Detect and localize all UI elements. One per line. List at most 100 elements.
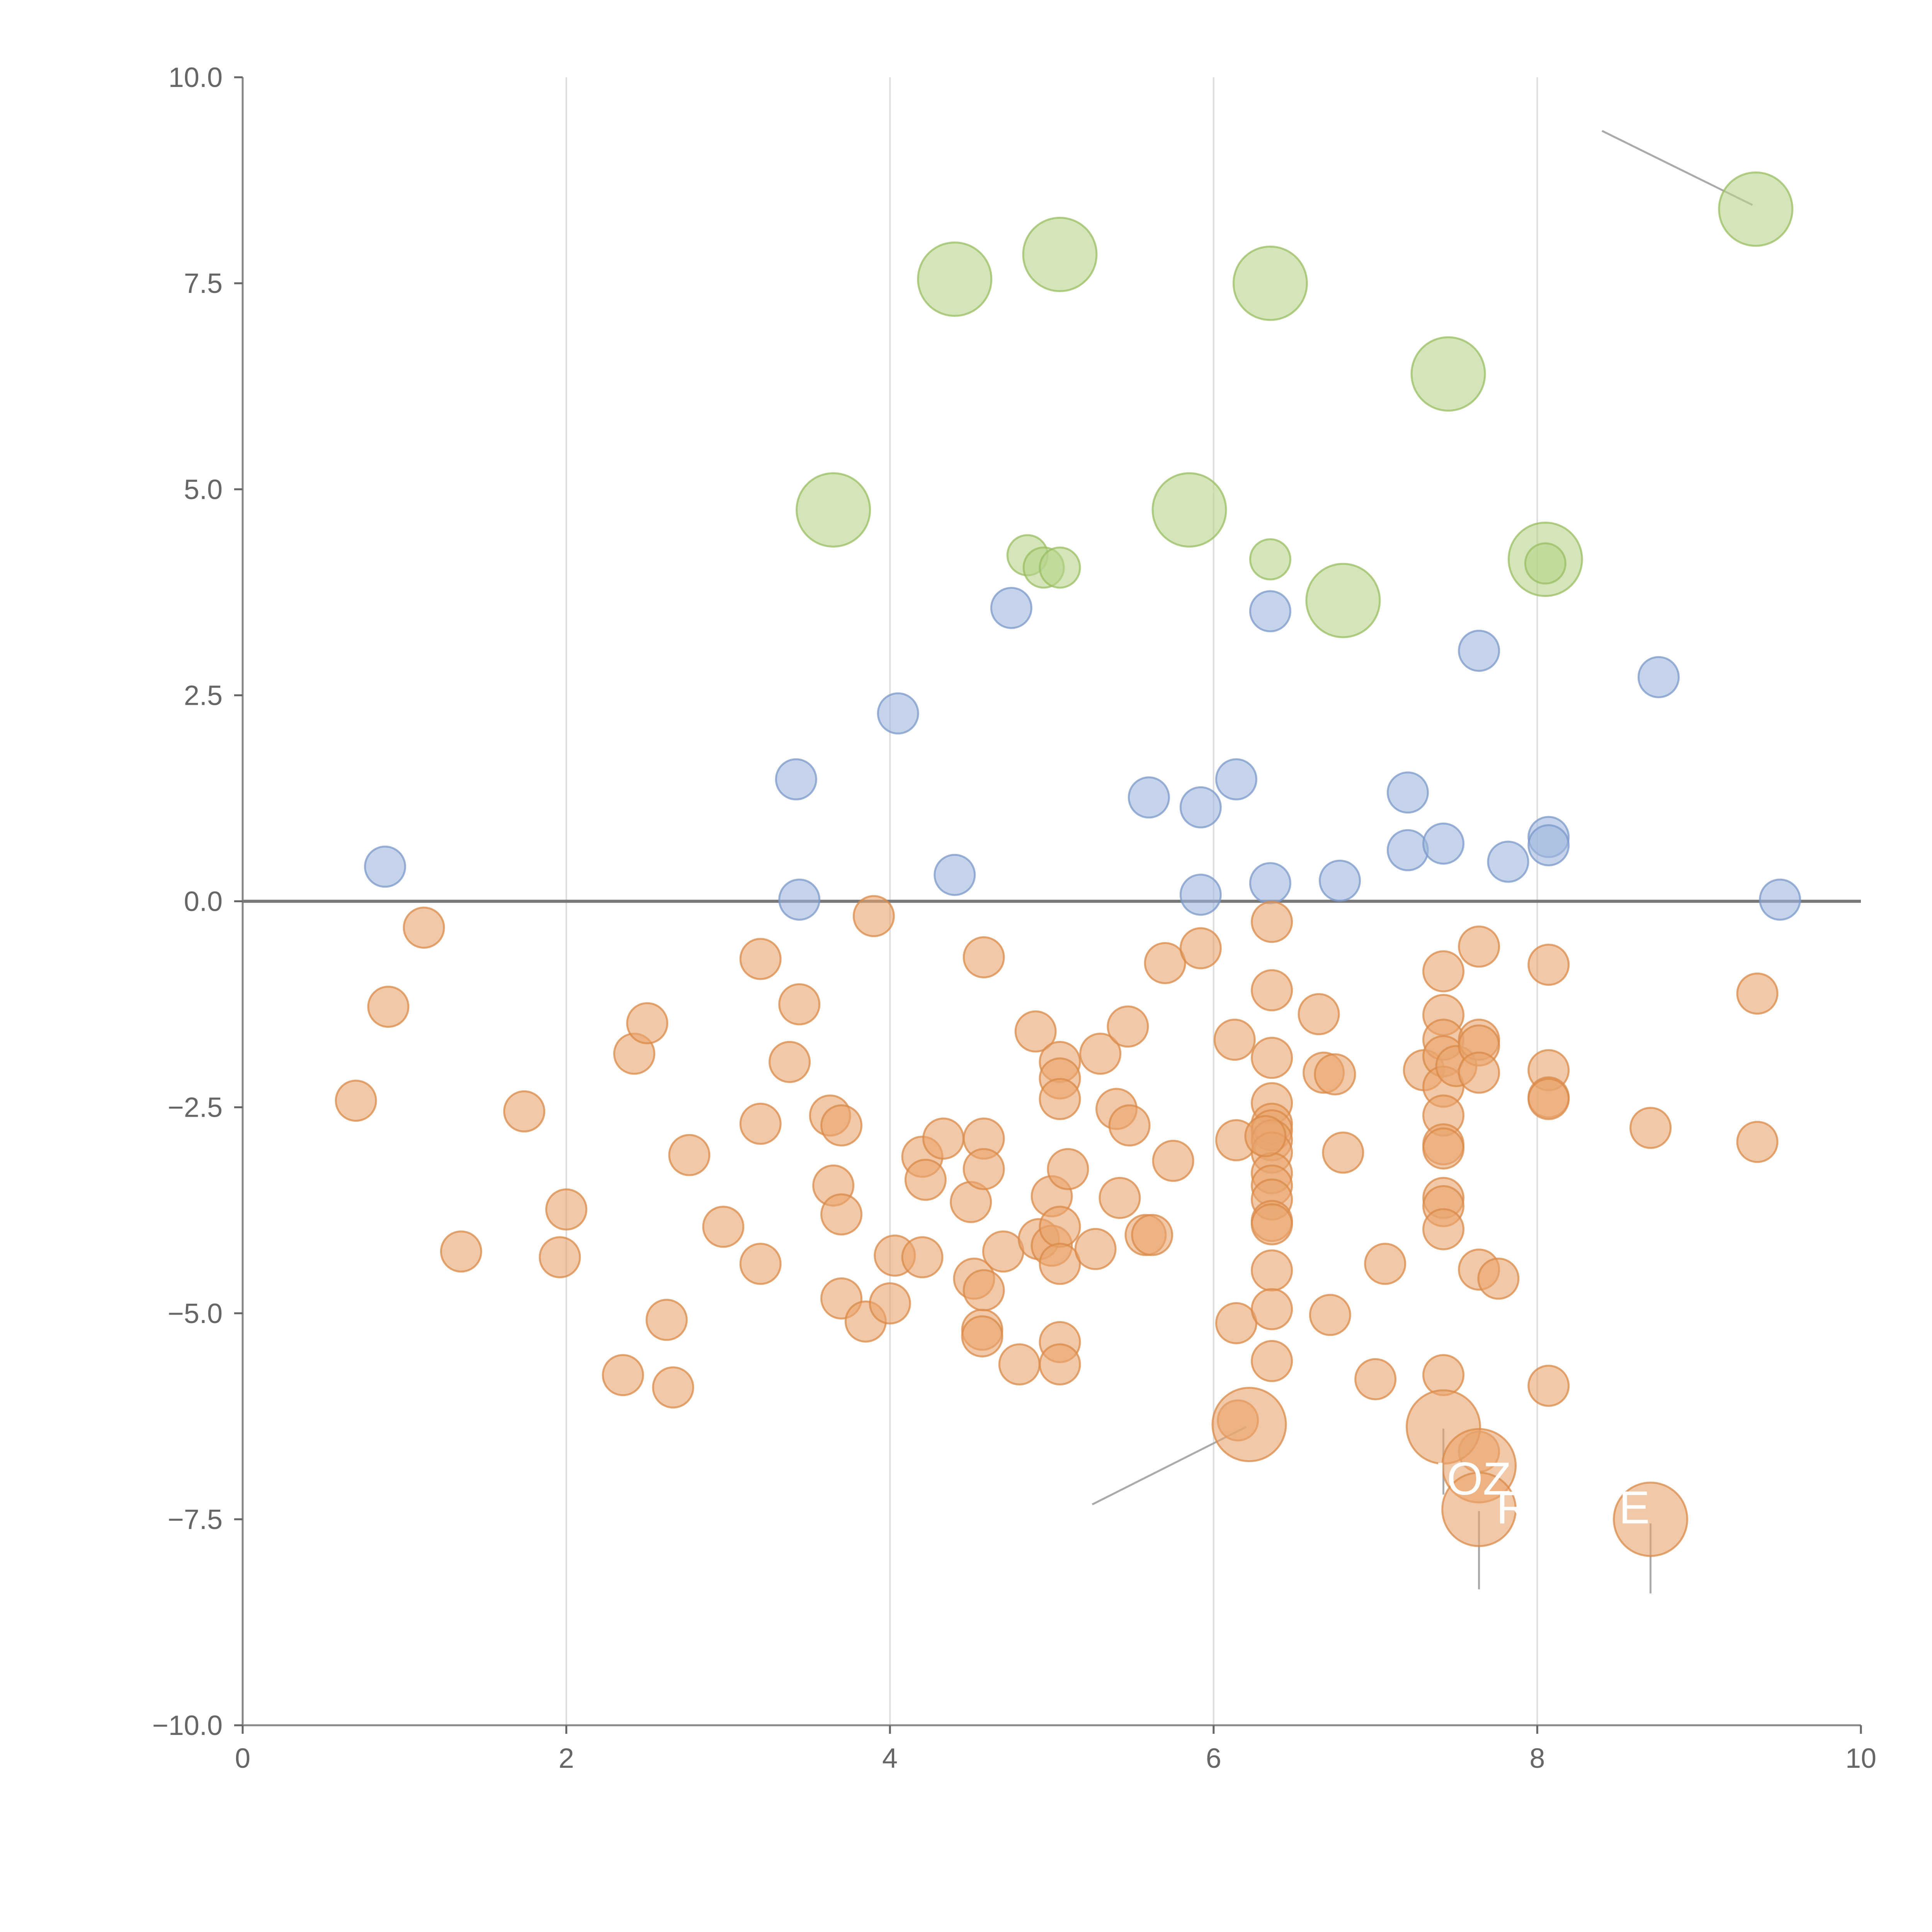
- data-point-orange: [820, 1193, 863, 1236]
- data-point-orange: [769, 1041, 811, 1083]
- data-point-orange: [602, 1354, 644, 1396]
- data-point-orange: [1144, 942, 1186, 984]
- data-point-green: [1039, 546, 1081, 589]
- data-point-orange: [963, 1269, 1005, 1311]
- data-point-orange: [1527, 1364, 1570, 1407]
- data-point-orange: [403, 906, 445, 949]
- data-point-orange: [739, 938, 782, 980]
- data-point-orange: [739, 1102, 782, 1145]
- data-point-orange: [1211, 1387, 1287, 1463]
- data-point-blue: [1215, 758, 1257, 801]
- data-point-blue: [1179, 873, 1222, 916]
- data-point-orange: [852, 895, 895, 937]
- x-tick-label: 10: [1845, 1743, 1876, 1774]
- x-tick-label: 6: [1206, 1743, 1221, 1774]
- axes: 0 2 4 6 8 10 10.0 7.5 5.0 2.5 0.0 −2.5 −5.0 −7.5 −10.0: [152, 62, 1876, 1774]
- data-point-blue: [1386, 771, 1429, 814]
- data-point-orange: [1322, 1131, 1364, 1174]
- data-point-green: [1249, 538, 1291, 581]
- data-point-orange: [1079, 1032, 1122, 1075]
- data-point-orange: [1251, 969, 1293, 1012]
- data-point-orange: [739, 1243, 782, 1285]
- y-tick-label: 10.0: [168, 62, 223, 93]
- data-point-green: [796, 472, 871, 548]
- data-point-green: [1410, 336, 1486, 412]
- data-point-orange: [1014, 1010, 1057, 1053]
- data-point-orange: [1629, 1107, 1672, 1149]
- y-tick-label: 5.0: [184, 474, 223, 505]
- y-tick-label: −2.5: [168, 1092, 223, 1123]
- data-point-orange: [1477, 1257, 1520, 1300]
- data-point-green: [1232, 245, 1308, 321]
- data-point-orange: [1251, 1340, 1293, 1382]
- data-point-orange: [702, 1206, 745, 1248]
- data-point-blue: [1179, 786, 1222, 828]
- data-point-orange: [963, 1148, 1005, 1190]
- x-tick-label: 2: [559, 1743, 574, 1774]
- data-point-blue: [778, 878, 821, 921]
- data-point-orange: [1179, 927, 1222, 969]
- data-point-orange: [961, 1315, 1003, 1357]
- data-point-blue: [1487, 840, 1529, 883]
- annotation-label: R: [1496, 1482, 1530, 1534]
- data-point-orange: [1251, 1288, 1293, 1330]
- data-point-blue: [1128, 776, 1170, 819]
- data-point-blue: [1249, 590, 1291, 633]
- x-tick-label: 4: [882, 1743, 898, 1774]
- data-point-orange: [626, 1002, 668, 1044]
- data-point-orange: [1422, 1208, 1464, 1250]
- y-tick-label: 7.5: [184, 268, 223, 299]
- annotation-label: IOZ: [1434, 1453, 1511, 1505]
- data-point-orange: [1244, 1115, 1287, 1157]
- data-point-orange: [545, 1188, 588, 1231]
- data-point-orange: [982, 1230, 1024, 1273]
- y-tick-label: 2.5: [184, 680, 223, 711]
- data-point-orange: [922, 1117, 964, 1160]
- data-point-orange: [963, 936, 1005, 979]
- data-point-orange: [1527, 944, 1570, 986]
- data-point-orange: [1613, 1481, 1689, 1557]
- data-point-orange: [778, 983, 821, 1026]
- data-point-blue: [1458, 629, 1500, 672]
- data-point-blue: [1318, 859, 1361, 902]
- data-point-orange: [367, 985, 410, 1028]
- data-point-blue: [1638, 656, 1680, 698]
- data-point-orange: [1152, 1139, 1194, 1182]
- data-point-orange: [1458, 1051, 1500, 1094]
- data-point-orange: [1422, 1354, 1464, 1396]
- data-point-blue: [775, 758, 817, 801]
- data-point-orange: [1074, 1228, 1117, 1270]
- annotation-label: E: [1619, 1482, 1650, 1534]
- data-point-orange: [820, 1104, 863, 1147]
- data-point-orange: [1364, 1243, 1406, 1285]
- data-point-orange: [1354, 1358, 1397, 1400]
- data-point-blue: [934, 854, 976, 896]
- data-point-orange: [1422, 1127, 1464, 1170]
- data-point-orange: [440, 1230, 482, 1273]
- y-tick-label: −10.0: [152, 1710, 223, 1741]
- data-point-orange: [1251, 1203, 1293, 1245]
- data-point-orange: [1298, 993, 1340, 1036]
- data-point-blue: [1249, 862, 1291, 905]
- data-point-blue: [364, 845, 406, 888]
- data-point-green: [1151, 472, 1227, 548]
- data-points: [335, 171, 1801, 1557]
- data-point-orange: [1107, 1005, 1149, 1048]
- data-point-orange: [539, 1236, 581, 1279]
- data-point-orange: [645, 1299, 688, 1341]
- data-point-orange: [1736, 972, 1779, 1015]
- data-point-blue: [1759, 878, 1801, 921]
- data-point-orange: [904, 1158, 947, 1201]
- y-tick-label: 0.0: [184, 886, 223, 917]
- data-point-orange: [1131, 1214, 1173, 1256]
- data-point-blue: [877, 692, 919, 735]
- data-point-orange: [869, 1282, 911, 1325]
- data-point-orange: [1108, 1104, 1151, 1147]
- data-point-orange: [1213, 1019, 1256, 1061]
- data-point-orange: [1039, 1206, 1081, 1248]
- data-point-orange: [1047, 1148, 1089, 1190]
- data-point-blue: [1527, 824, 1570, 866]
- x-tick-label: 0: [235, 1743, 250, 1774]
- x-tick-label: 8: [1529, 1743, 1545, 1774]
